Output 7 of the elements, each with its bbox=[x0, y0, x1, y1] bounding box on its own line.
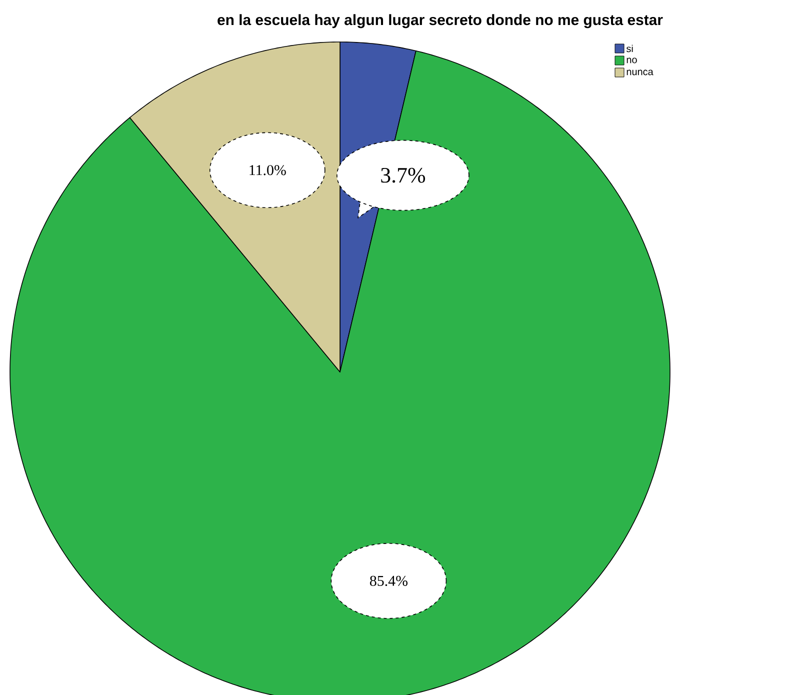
legend-label: nunca bbox=[626, 70, 654, 76]
chart-title: en la escuela hay algun lugar secreto donde no me gusta estar bbox=[218, 14, 663, 28]
data-label: 85.4% bbox=[370, 576, 408, 586]
legend-label: si bbox=[626, 44, 633, 52]
legend-label: no bbox=[626, 58, 637, 64]
data-label: 3.7% bbox=[381, 168, 426, 183]
data-label: 11.0% bbox=[250, 165, 286, 176]
